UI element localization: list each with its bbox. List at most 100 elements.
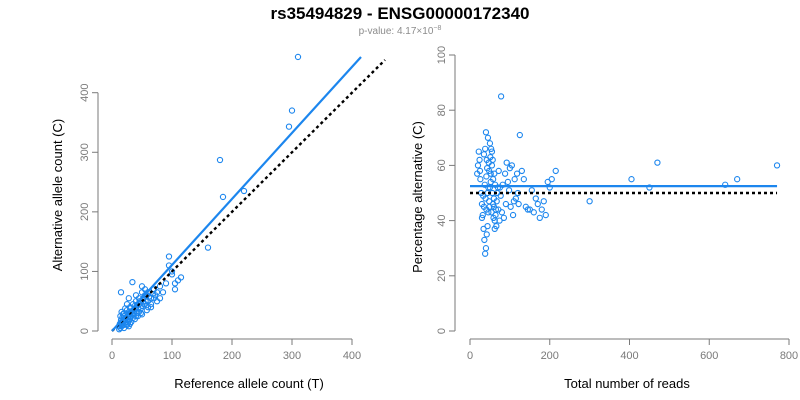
data-point <box>143 306 150 314</box>
data-point <box>165 253 173 260</box>
data-point <box>156 295 164 302</box>
data-point <box>483 173 490 180</box>
data-point <box>204 244 212 251</box>
data-point <box>507 203 514 210</box>
y-tick-label: 60 <box>436 159 448 171</box>
data-point <box>129 278 136 286</box>
chart-subtitle: p-value: 4.17×10−8 <box>0 25 800 37</box>
data-point <box>125 295 132 302</box>
data-point <box>474 170 481 177</box>
y-tick-label: 0 <box>436 328 448 334</box>
data-point <box>495 206 502 213</box>
data-point <box>240 187 248 195</box>
data-point <box>294 53 302 61</box>
data-point <box>475 148 482 155</box>
data-point <box>478 214 486 221</box>
data-point <box>499 181 506 188</box>
data-point <box>481 236 488 244</box>
data-point <box>479 211 486 219</box>
data-point <box>483 206 490 213</box>
x-tick-label: 200 <box>541 350 559 362</box>
data-point <box>285 123 293 130</box>
data-point <box>544 178 551 186</box>
reference-line <box>111 59 386 332</box>
data-point <box>586 198 593 205</box>
y-tick-label: 400 <box>79 84 91 102</box>
data-point <box>162 280 170 287</box>
data-point <box>137 309 144 317</box>
data-point <box>513 170 521 177</box>
data-point <box>722 181 729 188</box>
p-value-text: p-value: 4.17×10 <box>358 26 434 37</box>
data-point <box>511 176 518 183</box>
data-point <box>491 225 498 233</box>
data-point <box>496 217 503 224</box>
y-tick-label: 20 <box>436 270 448 282</box>
x-axis-label: Reference allele count (T) <box>174 376 324 391</box>
data-point <box>147 301 155 308</box>
data-point <box>536 214 543 221</box>
data-point <box>506 165 514 172</box>
data-point <box>117 289 125 296</box>
data-point <box>125 318 132 326</box>
data-point <box>118 308 125 316</box>
data-point <box>482 145 489 152</box>
data-point <box>219 193 227 201</box>
data-point <box>552 167 559 175</box>
data-point <box>485 184 492 191</box>
data-point <box>487 145 495 152</box>
x-tick-label: 400 <box>620 350 638 362</box>
data-point <box>477 176 484 183</box>
data-point <box>489 156 496 164</box>
data-point <box>520 176 527 183</box>
fit-line <box>111 56 362 332</box>
y-axis-label: Alternative allele count (C) <box>50 119 65 271</box>
y-axis-label: Percentage alternative (C) <box>410 121 425 273</box>
data-point <box>130 312 137 319</box>
data-point <box>489 200 497 208</box>
data-point <box>482 250 489 257</box>
data-point <box>538 206 545 213</box>
x-tick-label: 0 <box>109 350 115 362</box>
data-point <box>509 211 517 219</box>
data-point <box>515 200 522 208</box>
y-tick-label: 0 <box>79 328 91 334</box>
data-point <box>480 151 488 158</box>
x-axis-label: Total number of reads <box>564 376 690 391</box>
left-scatter-panel: 0 100 200 300 400 0 100 200 300 400 Reference alle… <box>50 53 386 391</box>
data-point <box>488 148 496 155</box>
data-point <box>491 170 498 177</box>
data-point <box>476 156 483 164</box>
data-point <box>484 134 492 141</box>
y-tick-label: 200 <box>79 203 91 221</box>
data-point <box>132 292 140 299</box>
data-point <box>216 156 224 164</box>
data-point <box>505 187 513 194</box>
data-point <box>504 178 512 186</box>
data-point <box>138 283 146 290</box>
data-point <box>654 159 661 166</box>
data-point <box>546 184 553 191</box>
data-point <box>542 211 549 219</box>
right-scatter-panel: 0 200 400 600 800 0 20 40 60 80 100 Total number of… <box>410 46 798 391</box>
x-tick-label: 800 <box>780 350 798 362</box>
data-point <box>117 312 124 320</box>
x-tick-label: 300 <box>283 350 301 362</box>
data-point <box>734 176 741 183</box>
data-point <box>498 209 506 216</box>
data-point <box>510 198 518 205</box>
data-point <box>147 304 155 311</box>
data-point <box>490 214 497 221</box>
data-point <box>480 225 487 233</box>
data-point <box>126 308 133 316</box>
data-point <box>153 298 161 305</box>
data-point <box>491 181 499 188</box>
data-point <box>503 159 510 166</box>
y-tick-label: 80 <box>436 104 448 116</box>
data-point <box>518 167 525 175</box>
data-point <box>490 203 498 210</box>
data-point <box>116 326 123 333</box>
data-point <box>159 289 167 296</box>
data-point <box>497 93 505 100</box>
